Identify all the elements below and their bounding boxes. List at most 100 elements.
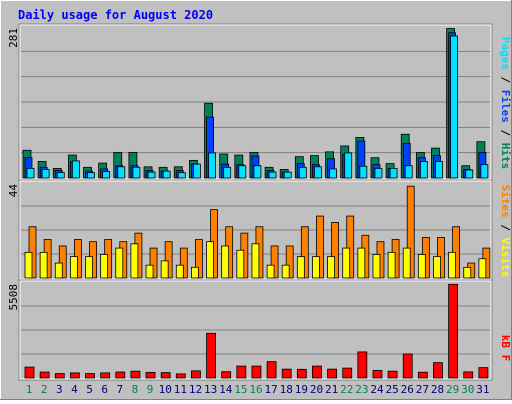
bar-sites: [316, 215, 324, 279]
bar-kbytes-body: [478, 367, 489, 379]
bar-kbytes-body: [54, 373, 65, 379]
bar-visits-body: [115, 247, 124, 279]
bar-kbytes-body: [387, 370, 398, 379]
day-label: 7: [117, 383, 124, 396]
bar-visits: [296, 256, 305, 279]
bar-kbytes-body: [206, 332, 216, 379]
day-label: 26: [401, 383, 414, 396]
day-label: 4: [71, 383, 78, 396]
bar-kbytes-body: [115, 371, 126, 379]
day-label: 14: [219, 383, 233, 396]
legend-visits: Sites / Visits: [499, 185, 512, 278]
bar-pages: [223, 166, 232, 179]
bar-pages-body: [404, 165, 413, 179]
day-label: 27: [416, 383, 429, 396]
bar-kbytes: [69, 372, 80, 379]
bar-pages: [480, 164, 489, 179]
bar-pages-body: [374, 167, 383, 179]
bar-visits: [327, 256, 335, 279]
bar-visits-body: [296, 256, 305, 279]
day-label: 31: [476, 383, 489, 396]
bar-kbytes: [448, 283, 459, 379]
bar-visits-body: [251, 243, 260, 279]
bar-visits: [281, 264, 290, 279]
bar-kbytes-body: [145, 371, 156, 379]
day-label: 24: [370, 383, 384, 396]
bar-kbytes: [266, 361, 277, 379]
bar-sites-body: [406, 185, 415, 279]
bar-sites: [164, 241, 173, 279]
bar-kbytes: [281, 368, 292, 379]
bar-pages: [102, 171, 111, 179]
bar-pages-body: [298, 166, 307, 179]
bar-kbytes-body: [281, 368, 292, 379]
bar-kbytes-body: [130, 370, 141, 379]
legend-item: F: [499, 348, 512, 361]
bar-sites: [300, 226, 309, 279]
bar-visits-body: [130, 243, 139, 279]
bar-kbytes: [85, 373, 95, 379]
day-label: 10: [159, 383, 172, 396]
bar-pages: [329, 168, 337, 179]
bar-kbytes: [54, 373, 65, 379]
day-label: 6: [101, 383, 108, 396]
bar-visits: [54, 262, 63, 279]
bar-visits: [115, 247, 124, 279]
bar-pages-body: [117, 166, 126, 179]
bar-sites: [406, 185, 415, 279]
bar-sites: [331, 222, 339, 279]
chart-title: Daily usage for August 2020: [18, 8, 213, 22]
bar-pages-body: [147, 171, 156, 179]
bar-kbytes-body: [463, 371, 474, 379]
day-label: 19: [295, 383, 308, 396]
bar-visits-body: [478, 258, 487, 279]
bar-pages-body: [314, 166, 322, 179]
bar-visits-body: [100, 254, 109, 279]
bar-kbytes: [100, 372, 111, 379]
bar-pages-body: [344, 152, 353, 179]
bar-pages-body: [102, 171, 111, 179]
bar-visits: [24, 251, 33, 279]
bar-pages: [298, 166, 307, 179]
bar-pages: [435, 161, 443, 179]
y-max-label: 44: [7, 184, 20, 198]
bar-pages-body: [435, 161, 443, 179]
bar-sites-body: [270, 245, 279, 279]
bar-visits: [191, 266, 199, 279]
bar-pages-body: [132, 166, 141, 179]
bar-kbytes-body: [357, 351, 368, 379]
legend-kbytes: kB F: [499, 335, 512, 362]
bar-pages: [465, 169, 474, 179]
bar-pages: [208, 152, 216, 179]
bar-pages-body: [480, 164, 489, 179]
bar-pages: [193, 163, 201, 179]
bar-sites: [179, 247, 188, 279]
bar-visits-body: [266, 264, 275, 279]
panel-border: [18, 279, 493, 381]
bar-kbytes: [417, 371, 428, 379]
bar-visits: [448, 251, 457, 279]
bar-visits-body: [69, 256, 78, 279]
bar-kbytes-body: [296, 368, 307, 379]
bar-kbytes: [130, 370, 141, 379]
bar-pages: [87, 172, 95, 179]
legend-item: Hits: [499, 136, 512, 169]
day-label: 2: [41, 383, 48, 396]
bar-sites: [195, 239, 203, 279]
day-label: 29: [446, 383, 459, 396]
legend-hits: Pages / Files / Hits: [499, 37, 512, 170]
bar-kbytes: [115, 371, 126, 379]
bar-kbytes-body: [85, 373, 95, 379]
bar-kbytes: [24, 366, 35, 379]
bar-pages-body: [268, 171, 277, 179]
bar-kbytes: [221, 371, 232, 379]
bar-visits: [236, 249, 245, 279]
bar-kbytes-body: [236, 365, 247, 379]
y-max-label: 281: [7, 28, 20, 48]
day-label: 23: [355, 383, 368, 396]
bar-kbytes-body: [251, 365, 262, 379]
bar-visits-body: [387, 251, 396, 279]
